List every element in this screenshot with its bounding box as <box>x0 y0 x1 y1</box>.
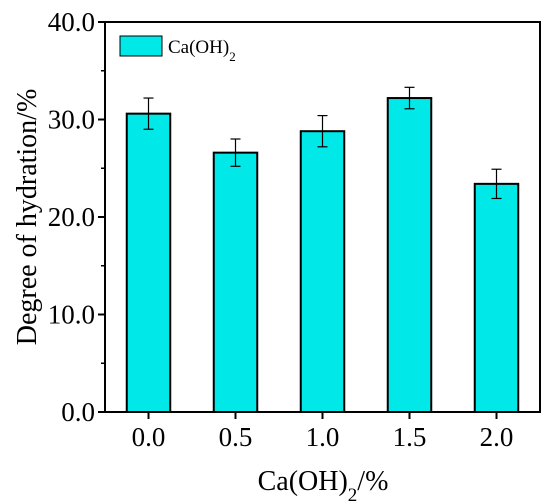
bar-0.5 <box>212 151 259 413</box>
bar-2.0 <box>473 182 520 413</box>
legend-label: Ca(OH)2 <box>168 37 236 64</box>
x-tick-label-2.0: 2.0 <box>480 422 514 452</box>
bar-1.0 <box>299 130 346 413</box>
error-bars-group <box>143 86 502 200</box>
x-axis-title: Ca(OH)2/% <box>258 466 389 504</box>
x-tick-label-0.0: 0.0 <box>132 422 166 452</box>
y-tick-label-0.0: 0.0 <box>61 397 95 427</box>
y-tick-label-40.0: 40.0 <box>48 7 95 37</box>
bar-1.5 <box>386 97 433 414</box>
x-tick-label-0.5: 0.5 <box>219 422 253 452</box>
x-axis-ticks: 0.0 0.5 1.0 1.5 2.0 <box>132 412 514 452</box>
x-tick-label-1.0: 1.0 <box>306 422 340 452</box>
x-tick-label-1.5: 1.5 <box>393 422 427 452</box>
y-tick-label-10.0: 10.0 <box>48 300 95 330</box>
legend-swatch <box>119 35 163 57</box>
y-tick-label-20.0: 20.0 <box>48 202 95 232</box>
legend: Ca(OH)2 <box>119 35 236 64</box>
y-axis-ticks: 0.0 10.0 20.0 30.0 40.0 <box>48 7 105 427</box>
y-tick-label-30.0: 30.0 <box>48 105 95 135</box>
y-axis-title: Degree of hydration/% <box>12 89 43 346</box>
bar-0.0 <box>125 112 172 414</box>
